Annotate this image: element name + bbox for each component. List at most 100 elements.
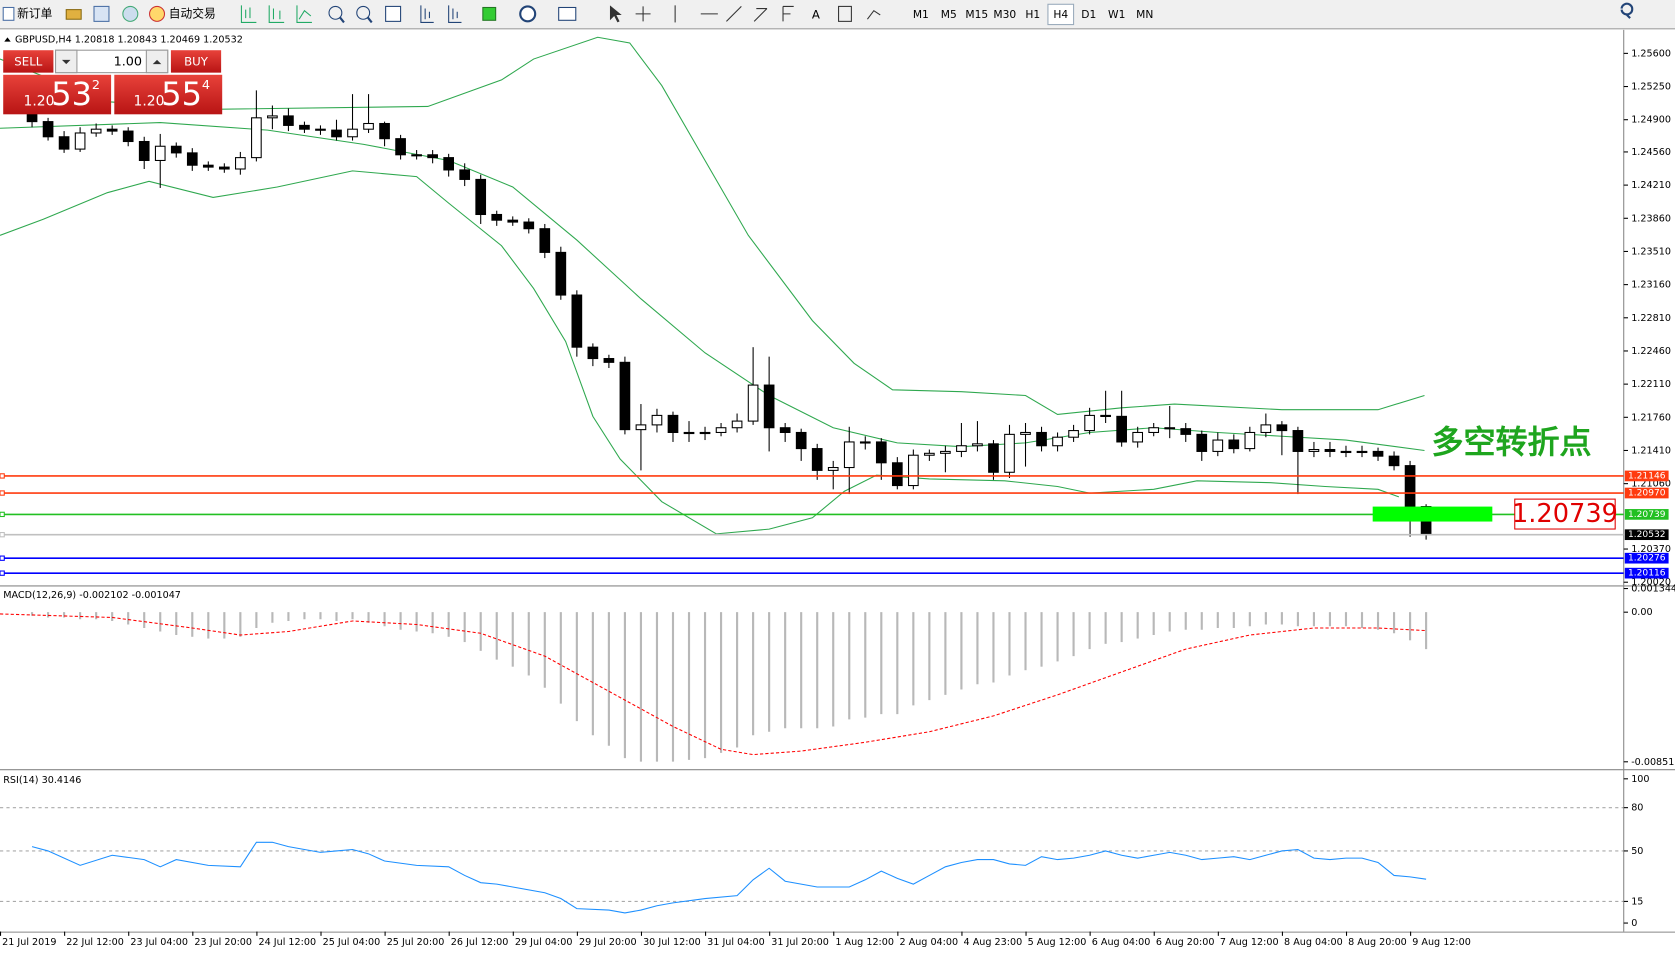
level-label-box	[1624, 470, 1669, 482]
timeframe-button[interactable]: M30	[993, 8, 1016, 21]
candle-body	[795, 431, 807, 450]
candle-body	[1020, 431, 1031, 435]
y-tick-label: 1.23860	[1631, 213, 1671, 224]
lot-down-arrow	[61, 59, 71, 65]
sell-price-box[interactable]	[3, 74, 112, 115]
level-handle	[0, 555, 5, 561]
buy-price-sup: 4	[202, 78, 210, 93]
candle-body	[1164, 427, 1176, 430]
candle-body	[779, 427, 791, 434]
level-label-box	[1624, 529, 1669, 541]
turning-point-marker	[1372, 506, 1493, 522]
timeframe-button[interactable]: H1	[1025, 8, 1040, 21]
candle-body	[122, 130, 134, 143]
x-tick-label: 31 Jul 20:00	[771, 937, 829, 948]
y-tick-label: 1.23510	[1631, 246, 1671, 257]
new-order-button[interactable]: 新订单	[17, 6, 52, 20]
candle-body	[940, 450, 951, 454]
candle-body	[1388, 455, 1400, 467]
y-tick-label: 1.23160	[1631, 280, 1671, 291]
buy-button[interactable]	[170, 50, 222, 73]
x-tick-label: 8 Aug 20:00	[1348, 937, 1407, 948]
timeframe-button[interactable]: D1	[1081, 8, 1096, 21]
rsi-title: RSI(14) 30.4146	[3, 775, 81, 786]
candle-body	[42, 121, 54, 138]
candle-body	[571, 294, 583, 348]
level-label-box	[1624, 567, 1669, 579]
candle-body	[635, 424, 647, 431]
x-tick-label: 6 Aug 20:00	[1156, 937, 1215, 948]
y-tick-label: 1.22460	[1631, 346, 1671, 357]
candle-body	[1196, 433, 1208, 452]
buy-price-box[interactable]	[114, 74, 223, 115]
candle-body	[843, 441, 855, 469]
candle-body	[443, 157, 455, 171]
candle-body	[507, 219, 519, 223]
y-tick-label: 1.21760	[1631, 412, 1671, 423]
price-callout-box	[1514, 498, 1616, 530]
price-callout: 1.20739	[1512, 499, 1618, 529]
level-handle	[0, 570, 5, 576]
candle-body	[859, 441, 871, 444]
bollinger-band	[0, 122, 1425, 452]
candle-body	[315, 128, 326, 131]
candle-body	[811, 448, 823, 471]
candle-body	[523, 221, 535, 230]
candle-body	[1084, 414, 1095, 432]
y-tick-label: 1.24900	[1631, 115, 1671, 126]
timeframe-button[interactable]: M15	[965, 8, 988, 21]
timeframe-button[interactable]: W1	[1108, 8, 1125, 21]
candle-body	[1276, 424, 1288, 432]
level-label: 1.20970	[1628, 489, 1666, 499]
sell-button[interactable]	[3, 50, 54, 73]
x-tick-label: 7 Aug 12:00	[1220, 937, 1279, 948]
candle-body	[74, 132, 86, 150]
x-tick-label: 4 Aug 23:00	[964, 937, 1023, 948]
y-tick-label: 1.25600	[1631, 48, 1671, 59]
candle-body	[1372, 450, 1384, 457]
sell-price-sup: 2	[92, 78, 100, 93]
candle-body	[154, 145, 166, 162]
candle-body	[1404, 465, 1416, 508]
level-label: 1.20532	[1628, 530, 1666, 540]
level-handle	[0, 473, 5, 479]
x-tick-label: 21 Jul 2019	[2, 937, 56, 948]
x-tick-label: 24 Jul 12:00	[259, 937, 317, 948]
timeframe-button[interactable]: M5	[941, 8, 957, 21]
candle-body	[267, 115, 278, 119]
x-tick-label: 29 Jul 20:00	[579, 937, 637, 948]
level-label-box	[1624, 509, 1669, 520]
x-tick-label: 22 Jul 12:00	[66, 937, 124, 948]
chart-background	[0, 29, 1675, 954]
overlay: GBPUSD,H4 1.20818 1.20843 1.20469 1.2053…	[0, 35, 1675, 948]
y-tick-label: 0.001344	[1631, 584, 1675, 595]
candle-body	[1148, 427, 1160, 434]
annotation: 多空转折点	[1431, 423, 1591, 461]
price-pane	[0, 36, 1624, 574]
title-arrow	[4, 37, 11, 42]
auto-trading-button[interactable]: 自动交易	[169, 6, 216, 20]
rsi-line	[31, 841, 1427, 914]
candle-body	[202, 164, 214, 168]
timeframe-button[interactable]: M1	[913, 8, 929, 21]
candle-body	[683, 431, 695, 435]
x-tick-label: 1 Aug 12:00	[835, 937, 894, 948]
candle-body	[1180, 428, 1192, 435]
macd-signal	[0, 613, 1427, 756]
timeframe-button[interactable]: MN	[1136, 8, 1153, 21]
level-label: 1.20276	[1628, 554, 1666, 564]
candle-body	[395, 138, 406, 156]
candle-body	[619, 361, 631, 431]
candle-body	[1308, 448, 1320, 452]
candle-body	[667, 414, 679, 434]
y-tick-label: 1.25250	[1631, 82, 1671, 93]
candle-body	[924, 452, 935, 456]
lot-value: 1.00	[114, 54, 142, 69]
timeframe-button[interactable]: H4	[1053, 8, 1068, 21]
candle-body	[747, 384, 759, 422]
y-tick-label: 1.22810	[1631, 313, 1671, 324]
candle-body	[251, 117, 262, 159]
